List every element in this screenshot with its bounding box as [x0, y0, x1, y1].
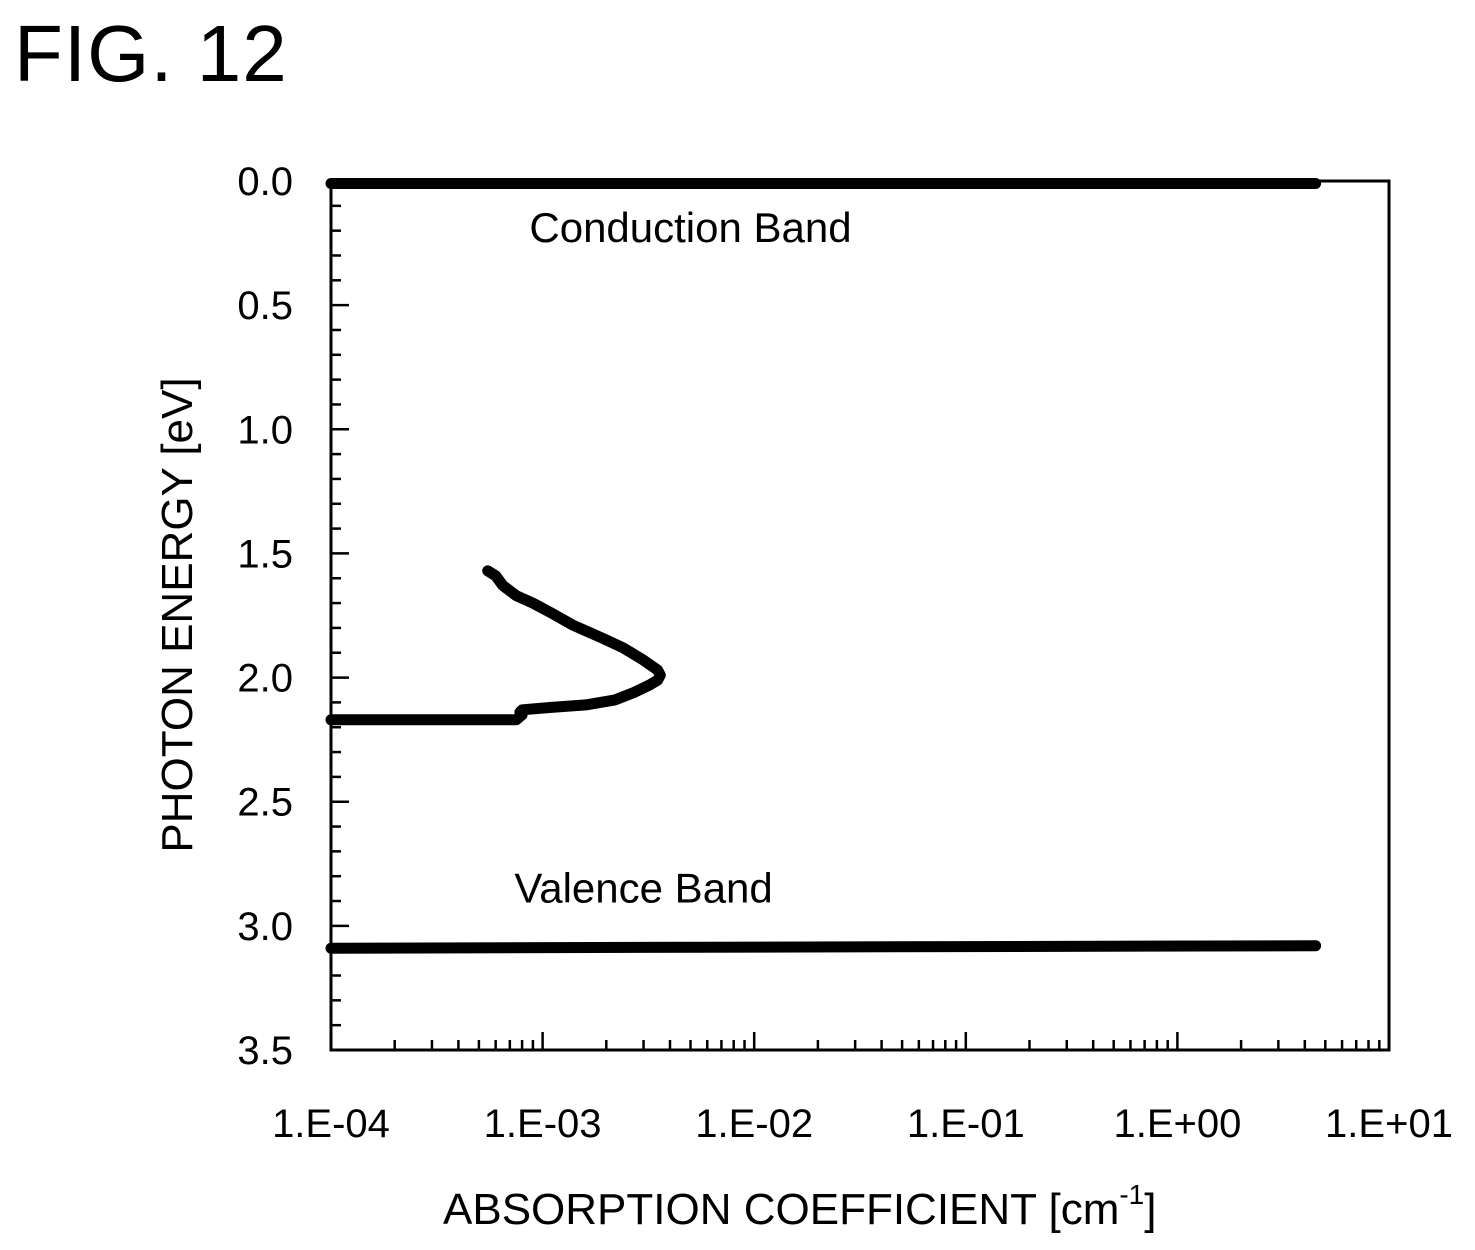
y-tick-label: 2.5 [237, 781, 293, 825]
series-line-2 [325, 940, 1322, 954]
x-tick-label: 1.E+01 [1325, 1102, 1453, 1146]
y-axis-label: PHOTON ENERGY [eV] [153, 377, 202, 852]
series-group [325, 178, 1322, 954]
axis-ticks [329, 179, 1391, 1052]
x-axis-label-main: ABSORPTION COEFFICIENT [cm [443, 1185, 1119, 1234]
x-axis-label-superscript: -1 [1119, 1179, 1144, 1210]
y-tick-label: 0.5 [237, 284, 293, 328]
y-tick-label: 1.0 [237, 408, 293, 452]
x-tick-label: 1.E-04 [272, 1102, 390, 1146]
series-line-0 [325, 565, 666, 726]
band-annotation: Conduction Band [529, 204, 851, 251]
x-tick-label: 1.E-01 [907, 1102, 1025, 1146]
x-tick-label: 1.E-03 [484, 1102, 602, 1146]
y-tick-label: 1.5 [237, 532, 293, 576]
tick-labels: 0.0 0.5 1.0 1.5 2.0 2.5 3.0 3.5 1.E-04 1.E-03 1.E-… [237, 160, 1453, 1146]
x-tick-label: 1.E+00 [1113, 1102, 1241, 1146]
x-axis-label: ABSORPTION COEFFICIENT [cm-1] [443, 1179, 1157, 1234]
y-tick-label: 3.5 [237, 1029, 293, 1073]
y-tick-label: 3.0 [237, 905, 293, 949]
annotations: Conduction Band Valence Band [514, 204, 851, 911]
figure-title: FIG. 12 [14, 9, 288, 98]
y-tick-label: 0.0 [237, 160, 293, 204]
x-tick-label: 1.E-02 [695, 1102, 813, 1146]
y-tick-label: 2.0 [237, 657, 293, 701]
x-axis-label-suffix: ] [1144, 1185, 1156, 1234]
band-annotation: Valence Band [514, 865, 772, 912]
plot-frame [329, 179, 1391, 1052]
